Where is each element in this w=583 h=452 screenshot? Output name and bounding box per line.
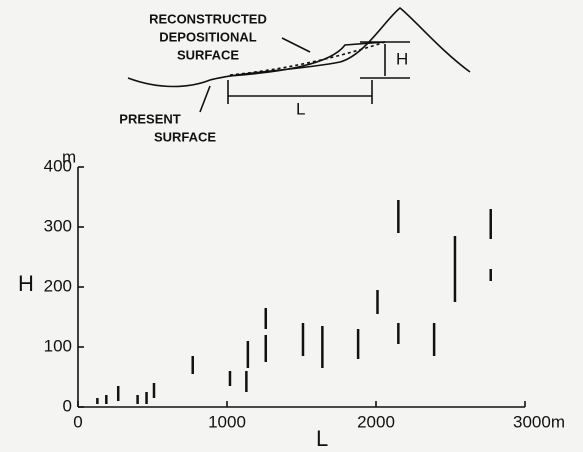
pointer <box>199 85 211 113</box>
label: H <box>396 49 408 68</box>
x-tick-label: 1000 <box>208 412 246 431</box>
label: RECONSTRUCTED <box>149 11 267 26</box>
x-tick-label: 3000m <box>513 412 565 431</box>
x-axis-title: L <box>316 426 328 451</box>
y-tick-label: 400 <box>44 156 72 175</box>
y-tick-label: 300 <box>44 216 72 235</box>
label: SURFACE <box>154 129 216 144</box>
present-surface-line <box>127 6 471 88</box>
x-tick-label: 0 <box>73 412 82 431</box>
label: DEPOSITIONAL <box>159 29 257 44</box>
y-unit: m <box>62 147 76 166</box>
y-tick-label: 0 <box>63 396 72 415</box>
label: SURFACE <box>177 47 239 62</box>
y-tick-label: 100 <box>44 336 72 355</box>
x-tick-label: 2000 <box>357 412 395 431</box>
y-axis-title: H <box>18 271 34 296</box>
pointer <box>281 37 311 53</box>
label: L <box>296 99 305 118</box>
profile-diagram: RECONSTRUCTED DEPOSITIONAL SURFACE PRESE… <box>119 6 471 144</box>
reconstructed-curve <box>229 41 386 77</box>
label: PRESENT <box>119 111 180 126</box>
reconstructed-surface-line <box>229 41 386 76</box>
y-tick-label: 200 <box>44 276 72 295</box>
